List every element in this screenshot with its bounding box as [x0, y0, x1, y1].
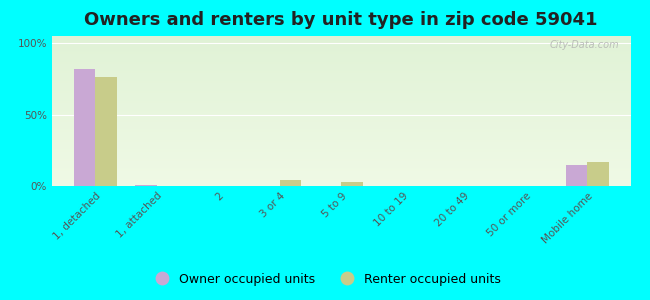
Bar — [73, 69, 95, 186]
Text: City-Data.com: City-Data.com — [549, 40, 619, 50]
Bar — [95, 77, 116, 186]
Bar — [566, 165, 588, 186]
Bar — [341, 182, 363, 186]
Bar — [135, 184, 157, 186]
Legend: Owner occupied units, Renter occupied units: Owner occupied units, Renter occupied un… — [144, 268, 506, 291]
Title: Owners and renters by unit type in zip code 59041: Owners and renters by unit type in zip c… — [84, 11, 598, 29]
Bar — [588, 162, 609, 186]
Bar — [280, 180, 301, 186]
